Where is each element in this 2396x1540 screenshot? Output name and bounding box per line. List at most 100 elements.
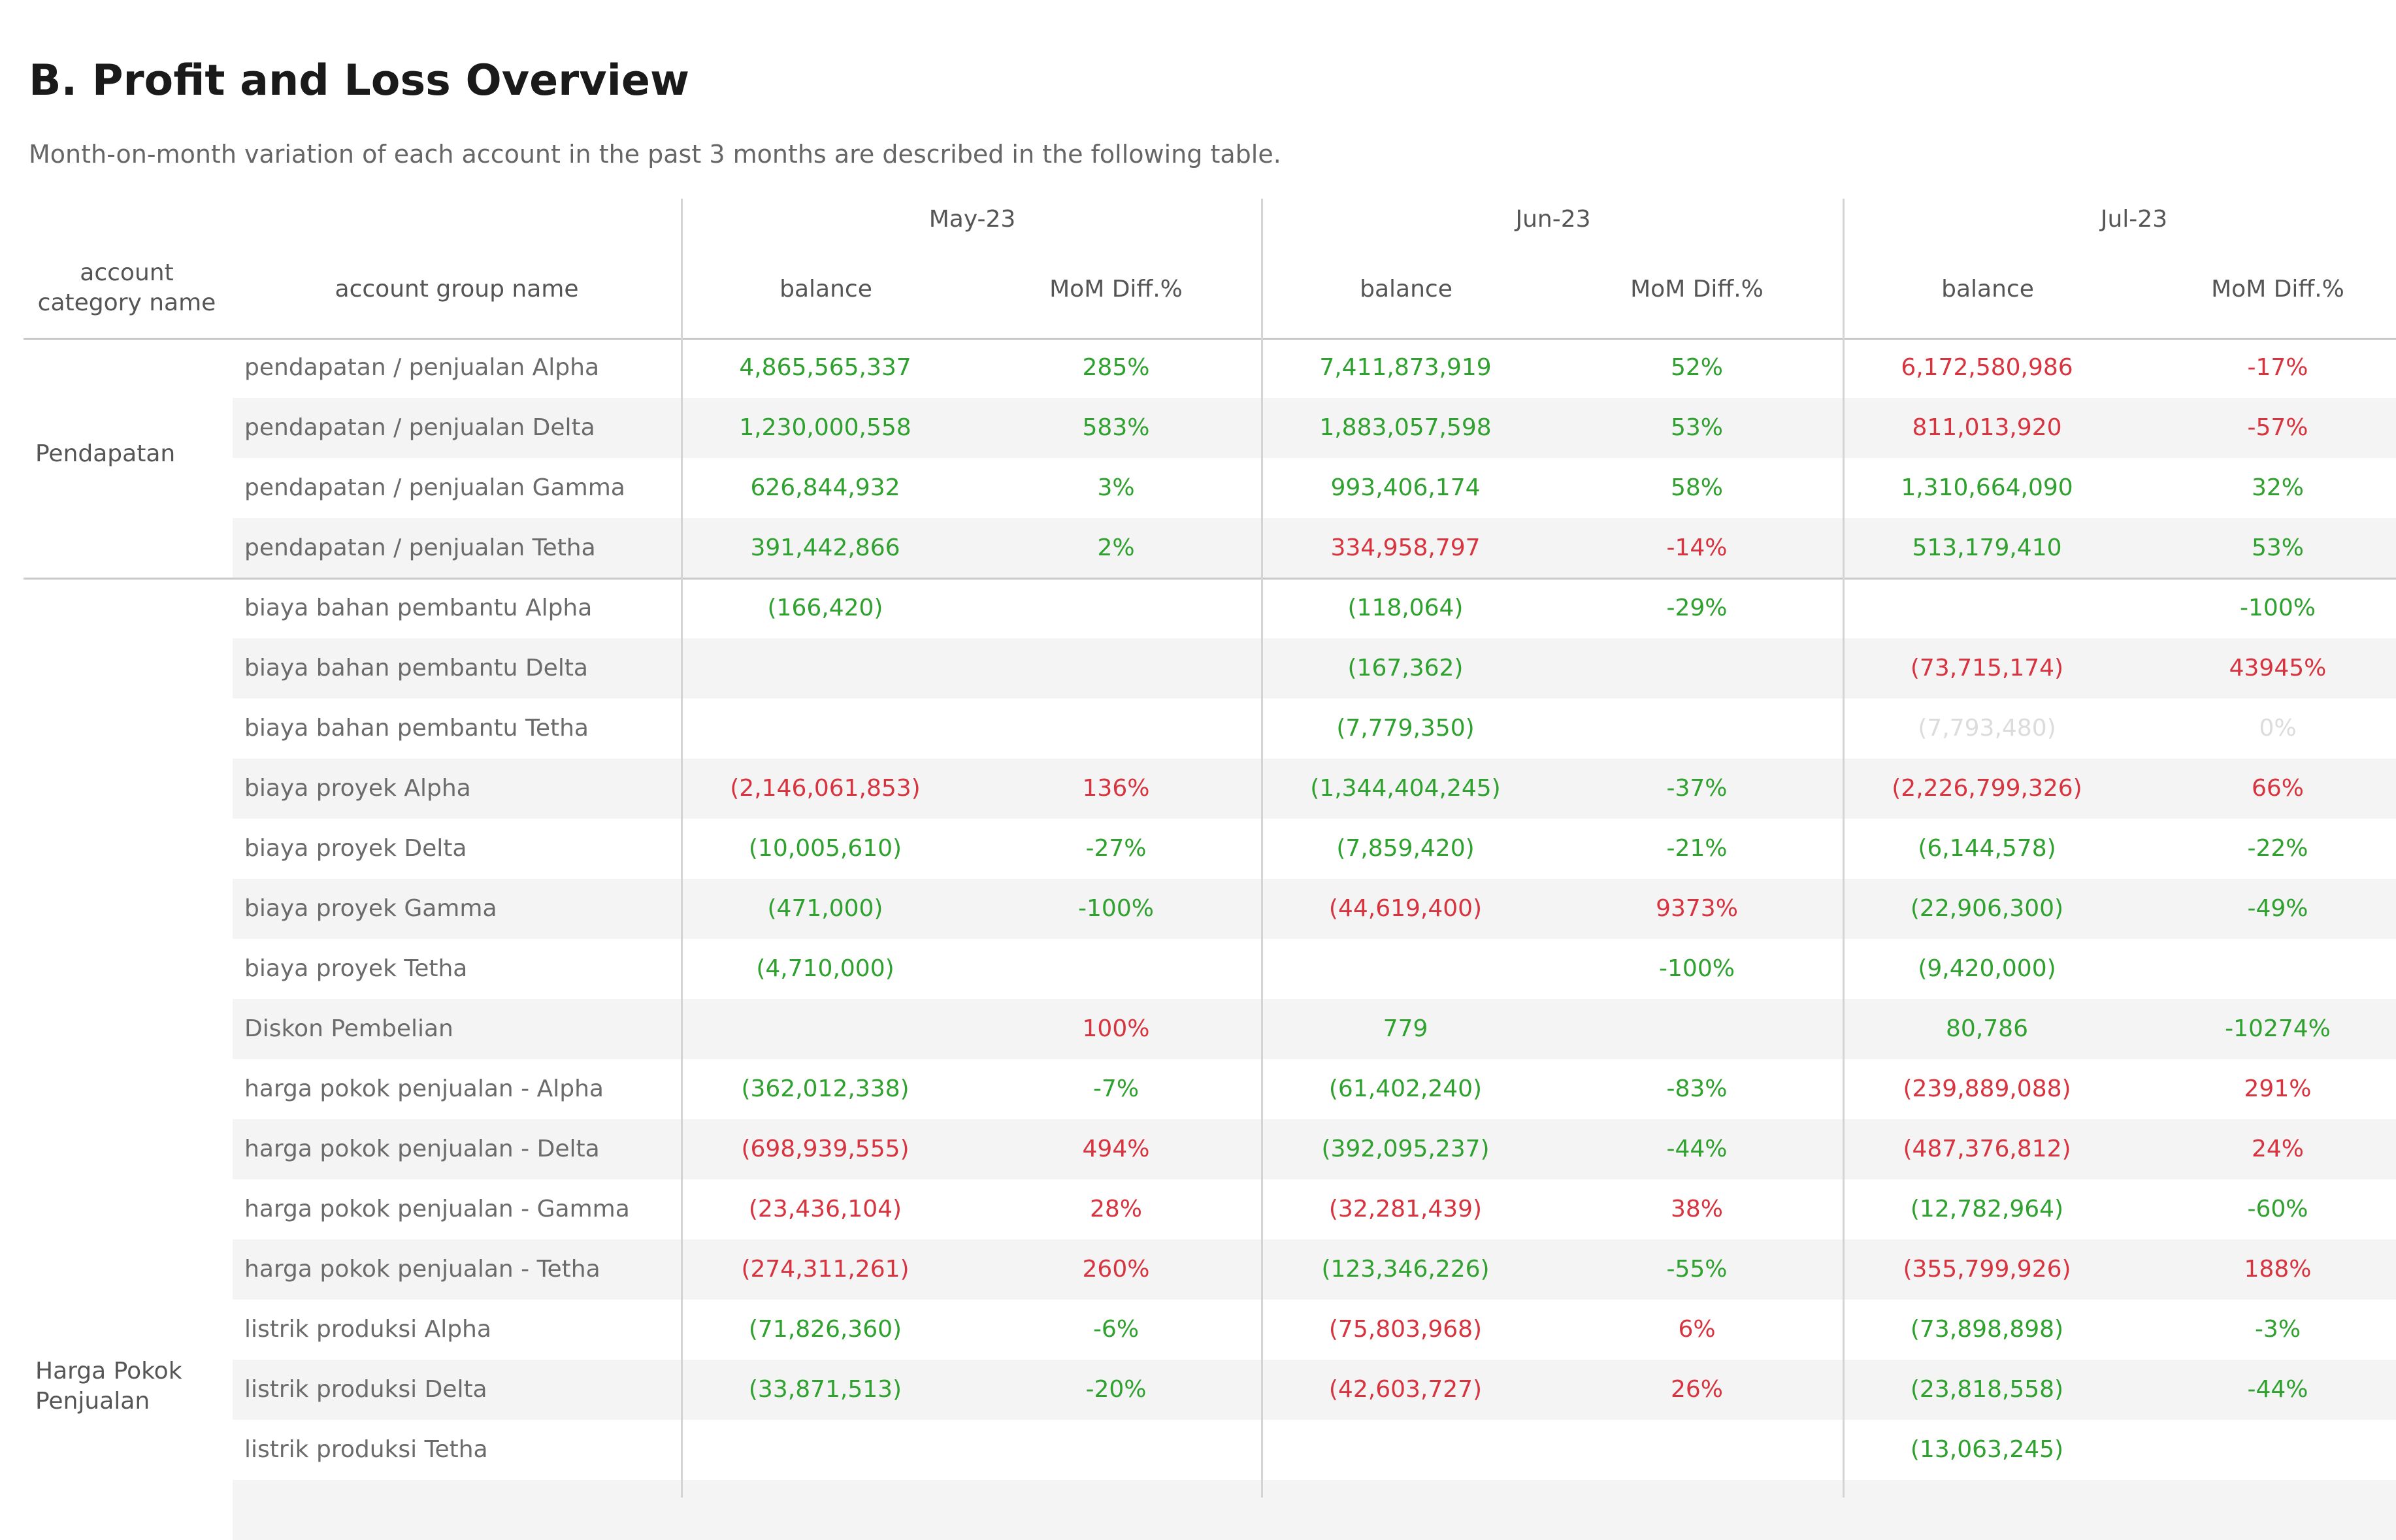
balance-cell: (44,619,400): [1328, 895, 1483, 922]
table-row: Diskon Pembelian 100% 779 80,786 -10274%: [233, 999, 2396, 1059]
account-group-name: pendapatan / penjualan Gamma: [244, 474, 625, 501]
mom-diff-cell: -83%: [1666, 1075, 1728, 1102]
account-group-name: pendapatan / penjualan Delta: [244, 414, 595, 441]
table-row: biaya bahan pembantu Tetha (7,779,350) (7,…: [233, 698, 2396, 759]
table-row: harga pokok penjualan - Alpha (362,012,33…: [233, 1059, 2396, 1119]
balance-cell: (7,793,480): [1918, 715, 2056, 742]
balance-cell: 1,310,664,090: [1901, 474, 2073, 501]
balance-cell: 334,958,797: [1330, 534, 1481, 561]
table-row: biaya bahan pembantu Alpha (166,420) (118,…: [233, 578, 2396, 638]
mom-diff-cell: 285%: [1082, 354, 1150, 381]
account-group-name: pendapatan / penjualan Alpha: [244, 354, 600, 381]
column-divider-3: [1843, 199, 1845, 1498]
mom-diff-cell: 43945%: [2229, 655, 2327, 681]
account-group-name: biaya bahan pembantu Alpha: [244, 595, 593, 621]
balance-cell: (7,859,420): [1336, 835, 1475, 862]
mom-diff-cell: 100%: [1082, 1015, 1150, 1042]
mom-diff-cell: 53%: [1670, 414, 1723, 441]
account-group-name: harga pokok penjualan - Alpha: [244, 1075, 604, 1102]
account-category-label: Pendapatan: [35, 440, 176, 467]
table-row: listrik produksi Alpha (71,826,360) -6% (75…: [233, 1300, 2396, 1360]
column-divider-1: [681, 199, 683, 1498]
balance-cell: (12,782,964): [1910, 1196, 2064, 1222]
balance-cell: 993,406,174: [1330, 474, 1481, 501]
mom-diff-cell: 66%: [2251, 775, 2304, 802]
header-divider: [24, 338, 2396, 340]
header-mom-may: MoM Diff.%: [1049, 276, 1183, 303]
mom-diff-cell: -100%: [1078, 895, 1154, 922]
balance-cell: 80,786: [1946, 1015, 2028, 1042]
mom-diff-cell: -21%: [1666, 835, 1728, 862]
balance-cell: (22,906,300): [1910, 895, 2064, 922]
mom-diff-cell: -44%: [1666, 1136, 1728, 1162]
balance-cell: (2,226,799,326): [1892, 775, 2082, 802]
mom-diff-cell: 32%: [2251, 474, 2304, 501]
mom-diff-cell: -100%: [2240, 595, 2316, 621]
balance-cell: (123,346,226): [1321, 1256, 1490, 1283]
page-subtitle: Month-on-month variation of each account…: [29, 140, 1281, 169]
mom-diff-cell: -6%: [1092, 1316, 1140, 1343]
mom-diff-cell: 188%: [2244, 1256, 2312, 1283]
balance-cell: (73,898,898): [1910, 1316, 2064, 1343]
header-category: account category name: [37, 259, 216, 316]
balance-cell: (355,799,926): [1903, 1256, 2071, 1283]
table-row: pendapatan / penjualan Delta 1,230,000,55…: [233, 398, 2396, 458]
account-group-name: biaya bahan pembantu Tetha: [244, 715, 589, 742]
account-group-name: biaya proyek Delta: [244, 835, 467, 862]
mom-diff-cell: -37%: [1666, 775, 1728, 802]
balance-cell: (392,095,237): [1321, 1136, 1490, 1162]
balance-cell: (274,311,261): [741, 1256, 910, 1283]
balance-cell: (1,344,404,245): [1310, 775, 1501, 802]
account-group-name: listrik produksi Tetha: [244, 1436, 488, 1463]
table-row: pendapatan / penjualan Tetha 391,442,866 2…: [233, 518, 2396, 578]
page-title: B. Profit and Loss Overview: [29, 56, 690, 105]
mom-diff-cell: -49%: [2247, 895, 2308, 922]
table-row: harga pokok penjualan - Gamma (23,436,104…: [233, 1179, 2396, 1239]
table-row: listrik produksi Tetha (13,063,245): [233, 1420, 2396, 1480]
balance-cell: 1,883,057,598: [1319, 414, 1492, 441]
mom-diff-cell: -100%: [1659, 955, 1735, 982]
table-row: pendapatan / penjualan Alpha 4,865,565,33…: [233, 338, 2396, 398]
balance-cell: (10,005,610): [748, 835, 902, 862]
mom-diff-cell: 2%: [1097, 534, 1135, 561]
column-divider-2: [1261, 199, 1263, 1498]
header-month-jun: Jun-23: [1515, 206, 1591, 233]
balance-cell: (61,402,240): [1328, 1075, 1483, 1102]
balance-cell: (32,281,439): [1328, 1196, 1483, 1222]
balance-cell: 6,172,580,986: [1901, 354, 2073, 381]
balance-cell: (33,871,513): [748, 1376, 902, 1403]
mom-diff-cell: 136%: [1082, 775, 1150, 802]
balance-cell: (7,779,350): [1336, 715, 1475, 742]
mom-diff-cell: 28%: [1089, 1196, 1142, 1222]
account-group-name: harga pokok penjualan - Delta: [244, 1136, 600, 1162]
header-month-may: May-23: [928, 206, 1016, 233]
balance-cell: (487,376,812): [1903, 1136, 2071, 1162]
table-row: biaya proyek Alpha (2,146,061,853) 136% (1,…: [233, 759, 2396, 819]
mom-diff-cell: -10274%: [2225, 1015, 2331, 1042]
balance-cell: 391,442,866: [750, 534, 900, 561]
header-balance-jul: balance: [1941, 276, 2034, 303]
table-row: biaya proyek Gamma (471,000) -100% (44,619,…: [233, 879, 2396, 939]
table-row: biaya proyek Delta (10,005,610) -27% (7,859…: [233, 819, 2396, 879]
mom-diff-cell: 494%: [1082, 1136, 1150, 1162]
balance-cell: 779: [1383, 1015, 1428, 1042]
account-category-label: Harga Pokok Penjualan: [35, 1358, 182, 1415]
balance-cell: (73,715,174): [1910, 655, 2064, 681]
balance-cell: (71,826,360): [748, 1316, 902, 1343]
mom-diff-cell: -55%: [1666, 1256, 1728, 1283]
balance-cell: (4,710,000): [756, 955, 894, 982]
balance-cell: (166,420): [767, 595, 883, 621]
mom-diff-cell: 0%: [2259, 715, 2297, 742]
balance-cell: (13,063,245): [1910, 1436, 2064, 1463]
header-balance-may: balance: [780, 276, 872, 303]
balance-cell: (42,603,727): [1328, 1376, 1483, 1403]
table-row: listrik produksi Delta (33,871,513) -20% (4…: [233, 1360, 2396, 1420]
balance-cell: (239,889,088): [1903, 1075, 2071, 1102]
account-group-name: biaya bahan pembantu Delta: [244, 655, 588, 681]
table-row: harga pokok penjualan - Tetha (274,311,26…: [233, 1239, 2396, 1300]
table-row: harga pokok penjualan - Delta (698,939,55…: [233, 1119, 2396, 1179]
table-row: pendapatan / penjualan Gamma 626,844,932 3…: [233, 458, 2396, 518]
header-mom-jul: MoM Diff.%: [2211, 276, 2344, 303]
header-group: account group name: [335, 276, 579, 303]
account-group-name: harga pokok penjualan - Gamma: [244, 1196, 630, 1222]
